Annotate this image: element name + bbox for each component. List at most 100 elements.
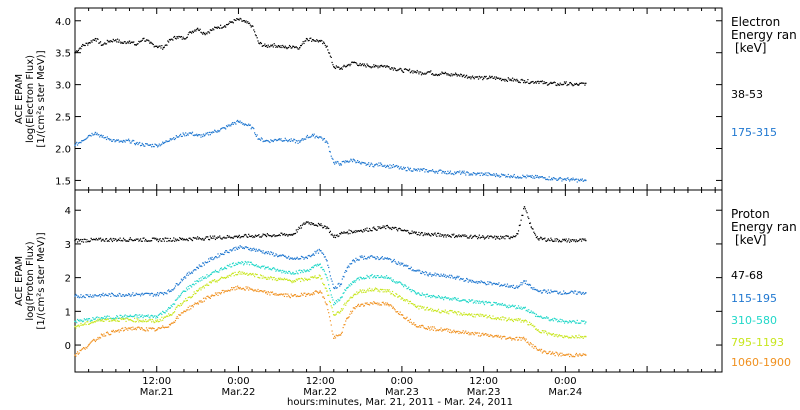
data-point: [222, 127, 224, 129]
data-point: [153, 327, 155, 330]
data-point: [324, 301, 326, 303]
data-point: [196, 28, 198, 31]
data-point: [333, 314, 335, 316]
data-point: [566, 292, 568, 295]
data-point: [428, 308, 430, 311]
data-point: [391, 165, 393, 167]
data-point: [306, 221, 309, 223]
data-point: [563, 354, 565, 356]
data-point: [489, 334, 492, 336]
data-point: [233, 275, 235, 277]
data-point: [498, 237, 500, 240]
data-point: [374, 258, 377, 260]
data-point: [199, 301, 201, 303]
data-point: [283, 255, 286, 258]
data-point: [167, 326, 169, 328]
data-point: [485, 174, 487, 176]
data-point: [483, 173, 486, 176]
data-point: [555, 290, 557, 292]
data-point: [534, 345, 536, 348]
data-point: [360, 64, 362, 67]
data-point: [325, 303, 327, 305]
data-point: [408, 69, 410, 72]
data-point: [82, 238, 84, 241]
proton-legend-47-68: 47-68: [731, 269, 763, 282]
data-point: [137, 326, 139, 328]
data-point: [572, 177, 574, 179]
data-point: [105, 335, 107, 337]
data-point: [585, 292, 587, 294]
data-point: [173, 303, 175, 305]
data-point: [279, 234, 281, 237]
data-point: [435, 310, 437, 312]
data-point: [191, 286, 193, 288]
data-point: [473, 334, 475, 336]
data-point: [502, 173, 504, 176]
data-point: [539, 290, 541, 292]
data-point: [479, 174, 481, 177]
data-point: [494, 235, 496, 237]
data-point: [367, 64, 369, 67]
data-point: [250, 250, 252, 252]
data-point: [382, 291, 384, 293]
data-point: [291, 47, 293, 49]
data-point: [361, 161, 363, 163]
data-point: [515, 234, 517, 237]
data-point: [387, 290, 389, 292]
data-point: [414, 305, 417, 307]
data-point: [491, 75, 493, 78]
data-point: [391, 261, 393, 263]
data-point: [275, 292, 277, 295]
data-point: [80, 294, 82, 296]
data-point: [472, 333, 475, 335]
data-point: [168, 315, 171, 317]
data-point: [367, 230, 369, 232]
data-point: [186, 133, 188, 135]
data-point: [434, 327, 436, 330]
data-point: [261, 265, 263, 267]
data-point: [404, 265, 406, 267]
data-point: [322, 283, 325, 286]
data-point: [241, 121, 243, 124]
data-point: [506, 235, 509, 237]
data-point: [451, 275, 453, 277]
data-point: [93, 39, 95, 41]
data-point: [509, 319, 511, 321]
data-point: [488, 301, 490, 303]
data-point: [391, 166, 394, 169]
x-tick-time-label: 0:00: [554, 376, 576, 387]
data-point: [298, 139, 300, 142]
data-point: [488, 314, 491, 317]
data-point: [100, 293, 102, 296]
data-point: [93, 238, 95, 240]
data-point: [296, 256, 298, 258]
data-point: [332, 64, 334, 66]
data-point: [117, 295, 120, 297]
data-point: [503, 304, 505, 307]
data-point: [265, 235, 268, 238]
data-point: [510, 78, 512, 81]
data-point: [165, 140, 167, 142]
data-point: [348, 316, 350, 318]
data-point: [191, 296, 193, 298]
data-point: [368, 162, 370, 164]
data-point: [424, 274, 426, 276]
data-point: [471, 76, 473, 78]
data-point: [156, 329, 158, 331]
data-point: [462, 278, 464, 280]
data-point: [453, 173, 455, 176]
data-point: [323, 137, 326, 140]
data-point: [169, 138, 172, 140]
data-point: [104, 42, 106, 44]
data-point: [118, 317, 120, 319]
data-point: [332, 311, 334, 313]
data-point: [441, 330, 443, 332]
data-point: [162, 142, 165, 145]
data-point: [541, 330, 543, 332]
data-point: [422, 294, 424, 296]
data-point: [511, 77, 514, 79]
data-point: [524, 82, 526, 84]
data-point: [156, 328, 159, 330]
data-point: [106, 294, 108, 297]
data-point: [334, 67, 336, 69]
